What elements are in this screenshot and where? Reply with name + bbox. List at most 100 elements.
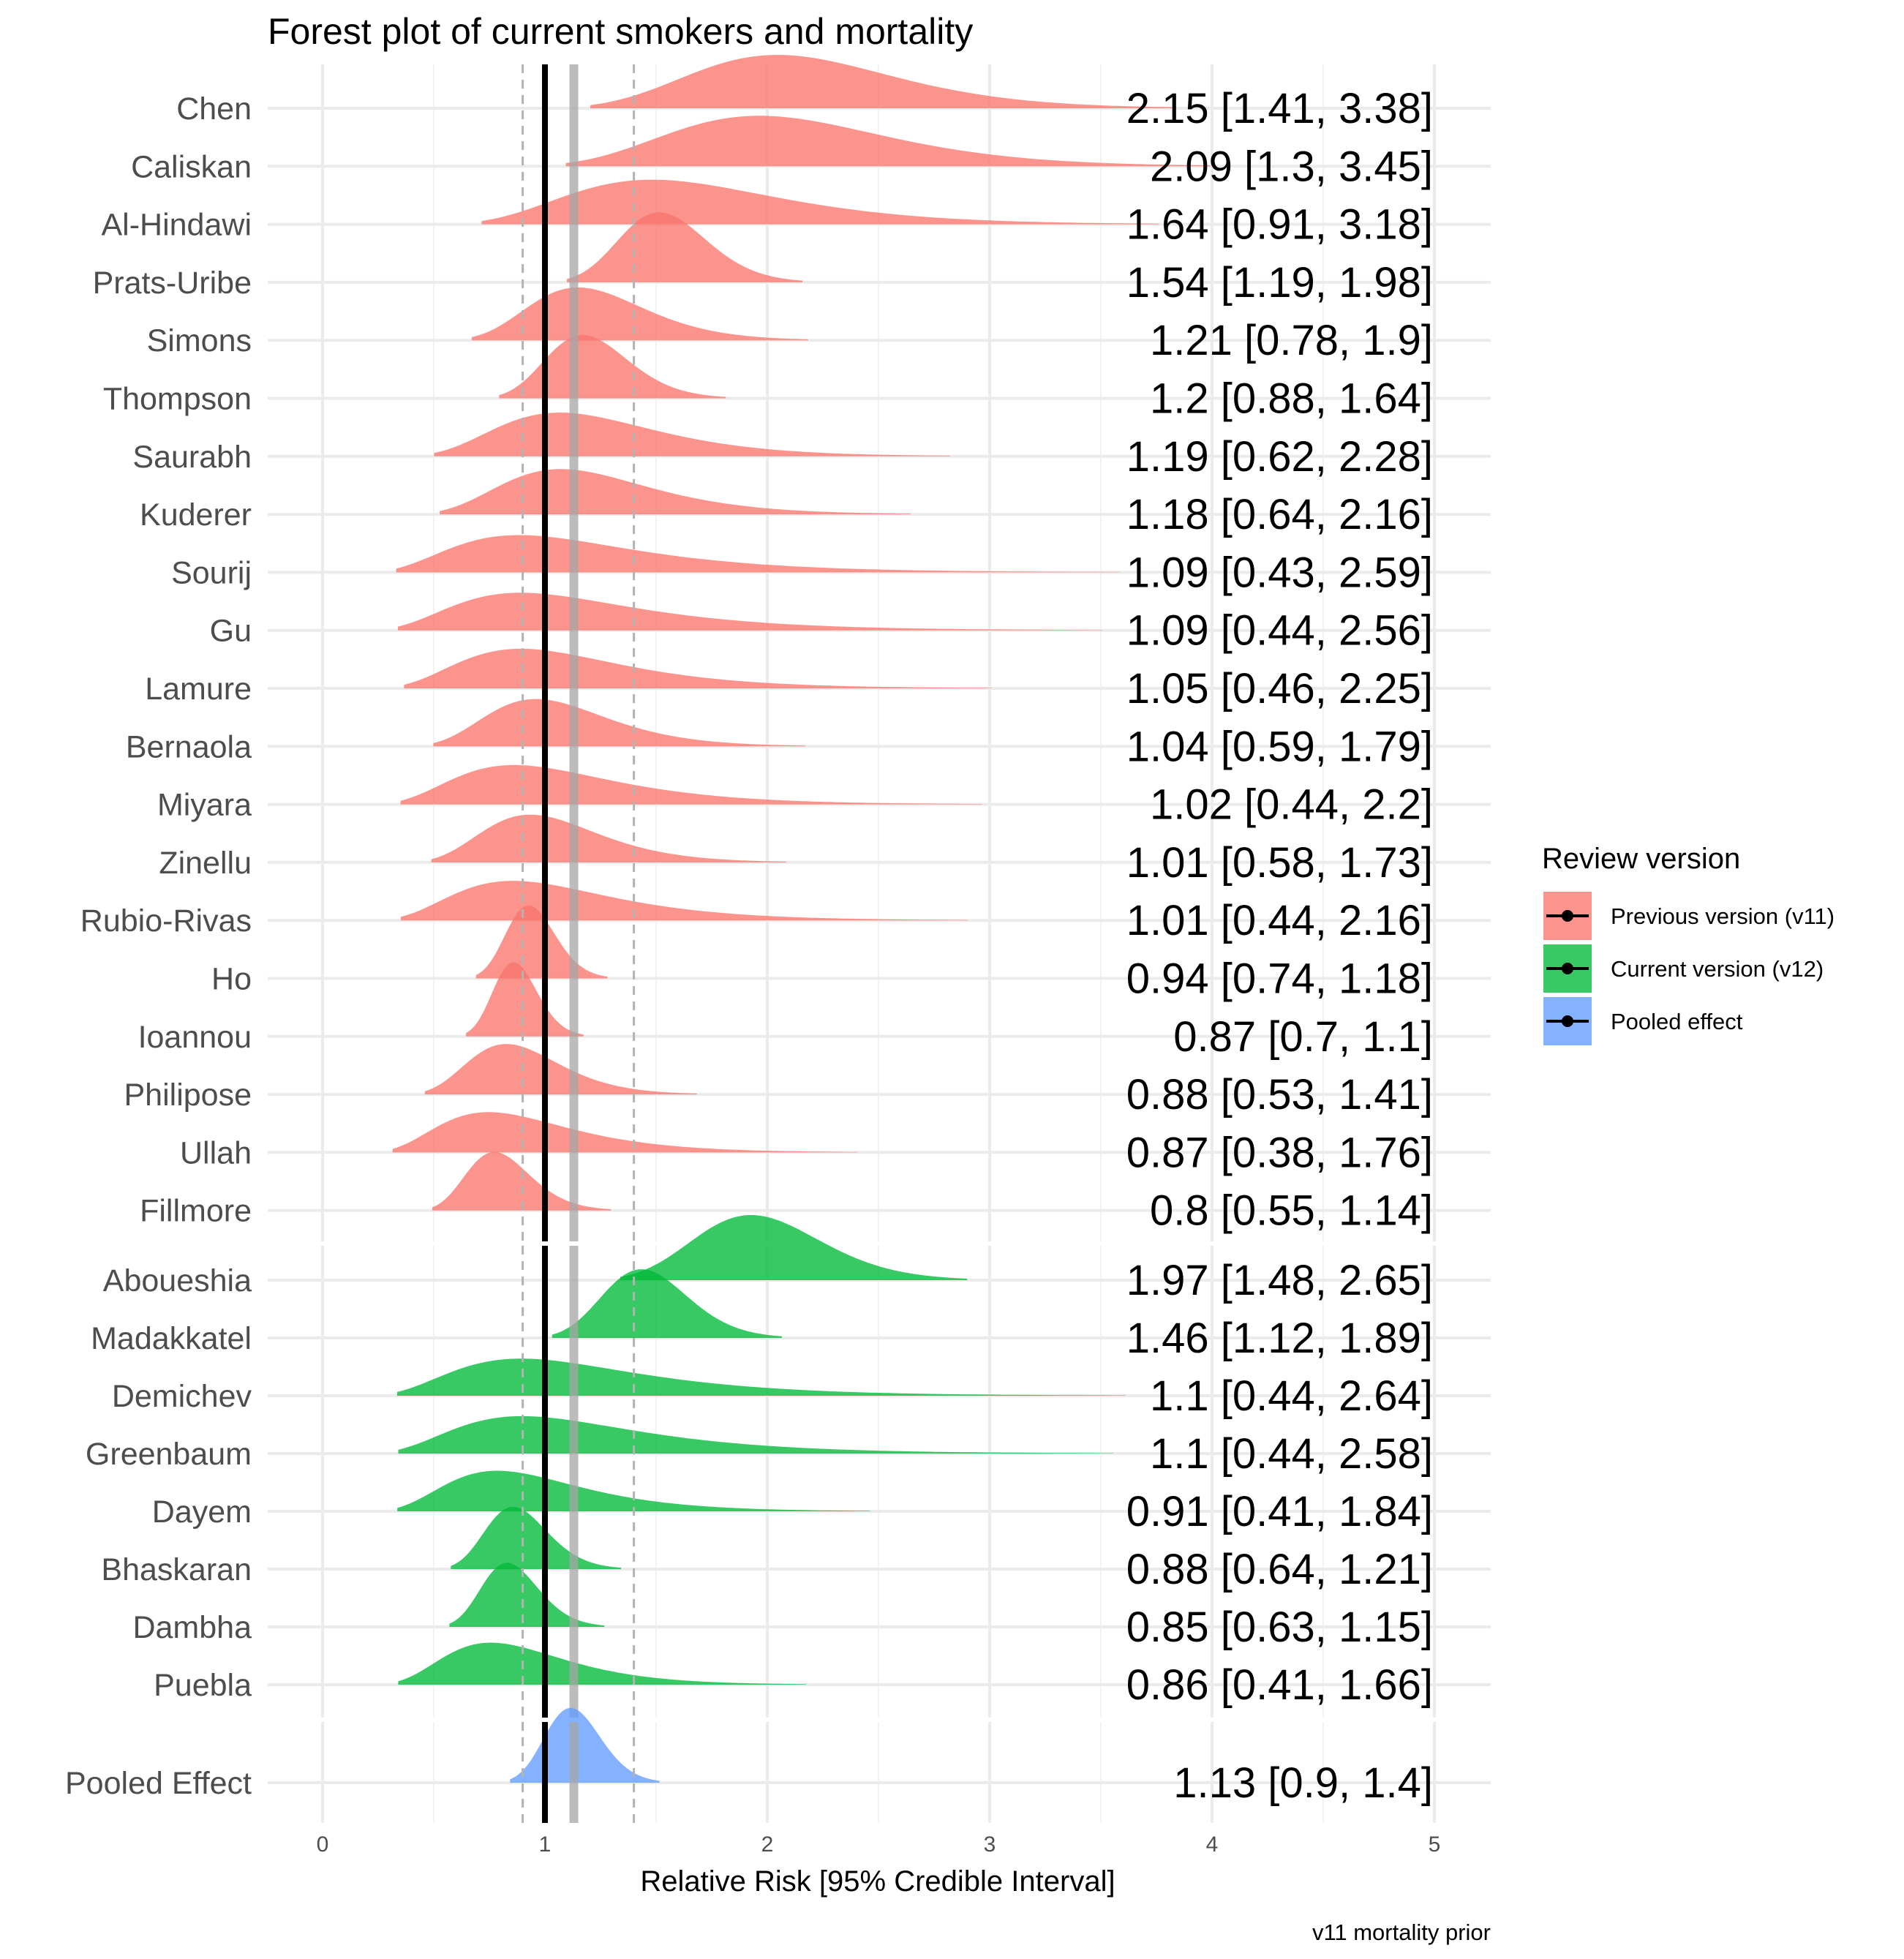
- estimate-label-greenbaum: 1.1 [0.44, 2.58]: [1150, 1430, 1433, 1478]
- estimate-label-simons: 1.21 [0.78, 1.9]: [1150, 317, 1433, 364]
- estimate-label-prats-uribe: 1.54 [1.19, 1.98]: [1126, 259, 1433, 307]
- x-axis: 0 1 2 3 4 5: [317, 1832, 1441, 1857]
- estimate-label-kuderer: 1.18 [0.64, 2.16]: [1126, 491, 1433, 538]
- density-ridge-ioannou: [466, 962, 584, 1037]
- estimate-label-ioannou: 0.87 [0.7, 1.1]: [1173, 1013, 1433, 1061]
- study-label-fillmore: Fillmore: [140, 1194, 252, 1229]
- study-label-zinellu: Zinellu: [159, 846, 252, 881]
- legend-item: Current version (v12): [1543, 944, 1824, 993]
- estimate-label-zinellu: 1.01 [0.58, 1.73]: [1126, 839, 1433, 887]
- density-ridge-rubio-rivas: [400, 881, 968, 921]
- estimate-label-chen: 2.15 [1.41, 3.38]: [1126, 85, 1433, 132]
- estimate-label-dambha: 0.85 [0.63, 1.15]: [1126, 1603, 1433, 1651]
- panel-1: [268, 55, 1491, 1241]
- estimate-label-lamure: 1.05 [0.46, 2.25]: [1126, 665, 1433, 712]
- estimate-labels: 2.15 [1.41, 3.38] 2.09 [1.3, 3.45] 1.64 [0…: [1126, 85, 1433, 1807]
- estimate-label-ullah: 0.87 [0.38, 1.76]: [1126, 1129, 1433, 1176]
- study-label-thompson: Thompson: [103, 382, 252, 417]
- panel-3: [268, 1707, 1491, 1823]
- legend-item: Pooled effect: [1543, 997, 1743, 1045]
- density-ridge-prats-uribe: [567, 212, 803, 282]
- estimate-label-dayem: 0.91 [0.41, 1.84]: [1126, 1488, 1433, 1535]
- plot-panels: [268, 55, 1491, 1823]
- density-ridge-saurabh: [434, 413, 951, 456]
- density-ridge-dayem: [397, 1470, 870, 1511]
- study-label-dayem: Dayem: [152, 1494, 252, 1530]
- estimate-label-saurabh: 1.19 [0.62, 2.28]: [1126, 433, 1433, 481]
- study-label-kuderer: Kuderer: [140, 497, 252, 533]
- density-ridge-lamure: [404, 648, 992, 688]
- density-ridge-kuderer: [440, 469, 911, 515]
- study-label-miyara: Miyara: [157, 788, 252, 823]
- study-label-caliskan: Caliskan: [131, 149, 252, 184]
- study-label-rubio-rivas: Rubio-Rivas: [80, 903, 252, 939]
- estimate-label-puebla: 0.86 [0.41, 1.66]: [1126, 1661, 1433, 1709]
- density-ridge-madakkatel: [552, 1269, 782, 1338]
- estimate-label-philipose: 0.88 [0.53, 1.41]: [1126, 1071, 1433, 1118]
- study-label-aboueshia: Aboueshia: [103, 1263, 252, 1298]
- density-ridge-philipose: [424, 1044, 697, 1095]
- estimate-label-miyara: 1.02 [0.44, 2.2]: [1150, 781, 1433, 829]
- study-label-puebla: Puebla: [154, 1668, 252, 1703]
- legend-key-point: [1562, 963, 1573, 974]
- study-label-ioannou: Ioannou: [138, 1020, 252, 1055]
- x-tick-label: 2: [761, 1832, 774, 1857]
- density-ridge-bhaskaran: [451, 1506, 622, 1569]
- legend-label: Current version (v12): [1611, 956, 1824, 982]
- study-label-al-hindawi: Al-Hindawi: [101, 208, 252, 243]
- estimate-label-rubio-rivas: 1.01 [0.44, 2.16]: [1126, 897, 1433, 944]
- estimate-label-al-hindawi: 1.64 [0.91, 3.18]: [1126, 201, 1433, 249]
- density-ridge-ullah: [392, 1112, 858, 1153]
- estimate-label-gu: 1.09 [0.44, 2.56]: [1126, 607, 1433, 655]
- study-label-saurabh: Saurabh: [132, 440, 252, 475]
- x-tick-label: 0: [317, 1832, 329, 1857]
- study-label-sourij: Sourij: [171, 555, 252, 590]
- density-ridge-sourij: [396, 535, 1121, 573]
- x-tick-label: 5: [1429, 1832, 1441, 1857]
- estimate-label-caliskan: 2.09 [1.3, 3.45]: [1150, 143, 1433, 190]
- legend-label: Pooled effect: [1611, 1009, 1743, 1034]
- density-ridge-bernaola: [433, 699, 806, 747]
- study-label-dambha: Dambha: [132, 1610, 252, 1645]
- estimate-label-madakkatel: 1.46 [1.12, 1.89]: [1126, 1315, 1433, 1362]
- legend-label: Previous version (v11): [1611, 903, 1835, 929]
- panel-2: [268, 1215, 1491, 1718]
- estimate-label-ho: 0.94 [0.74, 1.18]: [1126, 955, 1433, 1003]
- density-ridge-dambha: [449, 1563, 605, 1627]
- legend-key-point: [1562, 910, 1573, 922]
- density-ridge-simons: [471, 287, 808, 341]
- legend-key-point: [1562, 1015, 1573, 1027]
- density-ridge-miyara: [400, 764, 982, 805]
- x-tick-label: 4: [1206, 1832, 1219, 1857]
- density-ridge-demichev: [396, 1358, 1126, 1396]
- legend: Review version Previous version (v11) Cur…: [1542, 843, 1835, 1045]
- x-tick-label: 1: [539, 1832, 552, 1857]
- x-tick-label: 3: [984, 1832, 996, 1857]
- study-label-demichev: Demichev: [112, 1379, 252, 1414]
- density-ridge-caliskan: [565, 116, 1211, 167]
- estimate-label-bernaola: 1.04 [0.59, 1.79]: [1126, 723, 1433, 770]
- legend-item: Previous version (v11): [1543, 892, 1835, 940]
- study-label-lamure: Lamure: [145, 672, 252, 707]
- estimate-label-pooled-effect: 1.13 [0.9, 1.4]: [1173, 1759, 1433, 1807]
- chart-title: Forest plot of current smokers and morta…: [268, 11, 973, 52]
- density-ridge-zinellu: [431, 814, 786, 862]
- density-ridge-ho: [475, 905, 608, 979]
- study-label-greenbaum: Greenbaum: [86, 1437, 252, 1472]
- density-ridge-aboueshia: [620, 1215, 968, 1280]
- estimate-label-bhaskaran: 0.88 [0.64, 1.21]: [1126, 1546, 1433, 1593]
- density-ridge-fillmore: [432, 1151, 612, 1211]
- study-label-gu: Gu: [210, 614, 252, 649]
- study-label-ullah: Ullah: [180, 1135, 252, 1170]
- estimate-label-fillmore: 0.8 [0.55, 1.14]: [1150, 1187, 1433, 1235]
- estimate-label-aboueshia: 1.97 [1.48, 2.65]: [1126, 1257, 1433, 1304]
- study-label-philipose: Philipose: [124, 1078, 252, 1113]
- study-label-ho: Ho: [211, 962, 252, 997]
- study-label-bernaola: Bernaola: [126, 729, 252, 764]
- density-ridge-al-hindawi: [481, 179, 1159, 225]
- study-label-prats-uribe: Prats-Uribe: [93, 266, 252, 301]
- study-label-simons: Simons: [147, 323, 252, 358]
- study-label-chen: Chen: [176, 91, 252, 127]
- study-label-pooled-effect: Pooled Effect: [65, 1766, 252, 1801]
